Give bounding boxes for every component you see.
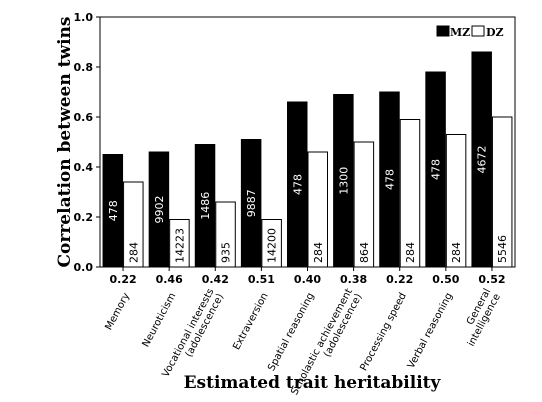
bar-mz-sample-label: 1486 (199, 192, 212, 220)
bar-dz-sample-label: 14200 (266, 228, 279, 263)
legend: MZ DZ (436, 25, 504, 39)
bar-mz-sample-label: 478 (383, 169, 396, 190)
x-category-label: Neuroticism (141, 291, 179, 349)
heritability-label: 0.42 (202, 273, 229, 286)
bar-dz-sample-label: 864 (358, 242, 371, 263)
bar-dz-sample-label: 284 (312, 242, 325, 263)
x-category-label: Extraversion (231, 291, 270, 352)
heritability-label: 0.46 (156, 273, 183, 286)
legend-dz-swatch (471, 25, 485, 37)
heritability-label: 0.22 (109, 273, 136, 286)
bar-dz-sample-label: 14223 (173, 228, 186, 263)
x-category-label: Memory (103, 291, 132, 332)
x-category-label: Verbal reasoning (406, 291, 455, 370)
heritability-label: 0.38 (340, 273, 367, 286)
bar-dz-sample-label: 284 (404, 242, 417, 263)
y-tick-label: 0.0 (74, 261, 94, 274)
y-tick-label: 0.2 (74, 211, 94, 224)
x-axis-title: Estimated trait heritability (184, 373, 442, 393)
y-tick-label: 0.4 (74, 161, 94, 174)
heritability-label: 0.40 (294, 273, 321, 286)
x-category-label: Generalintelligence (456, 287, 503, 349)
bar-dz-sample-label: 284 (127, 242, 140, 263)
bar-mz-sample-label: 478 (291, 174, 304, 195)
legend-mz-label: MZ (450, 26, 470, 39)
heritability-label: 0.52 (478, 273, 505, 286)
heritability-label: 0.51 (248, 273, 275, 286)
bar-dz-sample-label: 935 (220, 242, 233, 263)
bar-mz-sample-label: 9902 (153, 196, 166, 224)
y-tick-label: 1.0 (74, 11, 94, 24)
heritability-label: 0.50 (432, 273, 459, 286)
bar-mz-sample-label: 4672 (476, 146, 489, 174)
bar-dz-sample-label: 5546 (496, 235, 509, 263)
heritability-label: 0.22 (386, 273, 413, 286)
y-tick-label: 0.6 (74, 111, 94, 124)
legend-dz-label: DZ (486, 26, 504, 39)
bar-mz-sample-label: 9887 (245, 189, 258, 217)
bar-mz-sample-label: 478 (430, 159, 443, 180)
y-axis-title: Correlation between twins (55, 17, 75, 268)
bar-dz-sample-label: 284 (450, 242, 463, 263)
bar-mz-sample-label: 1300 (337, 167, 350, 195)
bar-mz-sample-label: 478 (107, 200, 120, 221)
x-category-label: Processing speed (358, 291, 408, 373)
legend-mz-swatch (436, 25, 450, 37)
y-tick-label: 0.8 (74, 61, 94, 74)
